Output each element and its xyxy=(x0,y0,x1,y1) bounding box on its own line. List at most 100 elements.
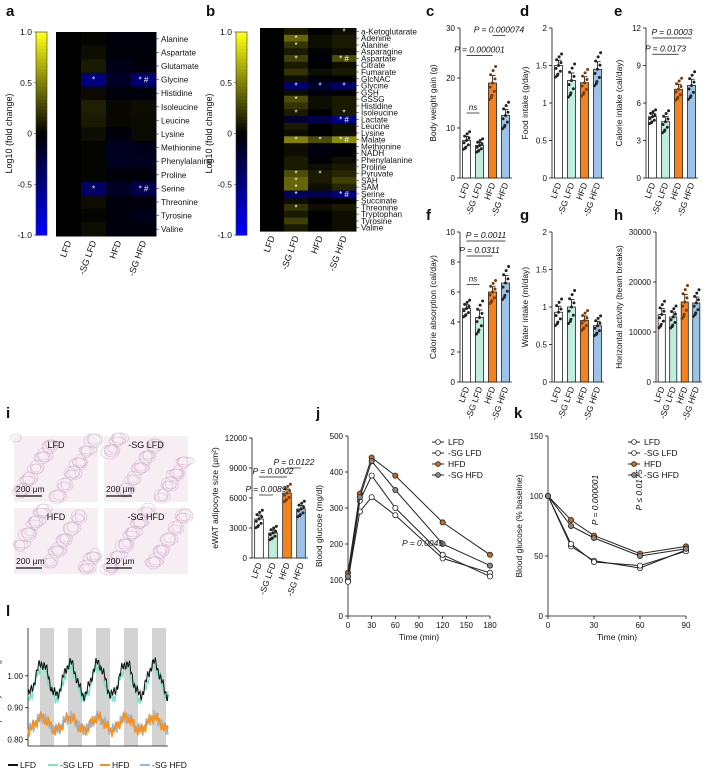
heatmap-cell xyxy=(332,88,357,97)
heatmap-cell xyxy=(308,190,333,198)
colorbar-step xyxy=(36,214,47,219)
heatmap-cell xyxy=(131,168,157,183)
data-point xyxy=(555,74,559,78)
heatmap-row-label: Aspartate xyxy=(361,54,396,63)
significance-label: ns xyxy=(469,275,477,284)
adipocyte-outline xyxy=(25,519,43,529)
series-point xyxy=(591,535,598,542)
y-tick-label: 0 xyxy=(451,378,456,387)
heatmap-cell xyxy=(308,149,333,158)
data-point xyxy=(661,319,665,323)
heatmap-cell xyxy=(308,116,333,124)
data-point xyxy=(257,517,261,521)
heatmap-col-label: -SG LFD xyxy=(77,239,99,276)
significance-label: P = 0.0173 xyxy=(645,43,686,53)
y-tick-label: 8 xyxy=(451,258,456,267)
data-point xyxy=(260,508,264,512)
heatmap-cell xyxy=(260,48,285,56)
y-axis-label: Water intake (ml/day) xyxy=(520,267,530,348)
heatmap-cell xyxy=(56,208,82,223)
data-point xyxy=(478,139,482,143)
adipocyte-outline xyxy=(153,544,167,560)
heatmap-row-label: Succinate xyxy=(361,197,397,206)
adipocyte-outline xyxy=(162,480,174,492)
heatmap-cell xyxy=(81,113,107,128)
data-point xyxy=(502,125,506,129)
heatmap-cell xyxy=(106,127,132,142)
heatmap-cell xyxy=(284,224,309,232)
heatmap-cell xyxy=(284,41,309,49)
colorbar-step xyxy=(36,45,47,50)
heatmap-cell xyxy=(106,195,132,210)
data-point xyxy=(662,299,666,303)
heatmap-cell xyxy=(106,100,132,115)
data-point xyxy=(467,136,471,140)
heatmap-row-label: Glycine xyxy=(361,82,389,91)
data-point xyxy=(662,309,666,313)
y-axis-label: Respiratory exchange ratio xyxy=(0,636,2,738)
heatmap-row-label: GSH xyxy=(361,88,379,97)
adipocyte-outline xyxy=(65,469,77,481)
data-point xyxy=(685,284,689,287)
colorbar-step xyxy=(36,160,47,165)
data-point xyxy=(302,499,306,503)
heatmap-cell xyxy=(284,116,309,124)
heatmap-cell xyxy=(308,129,333,137)
colorbar-step xyxy=(36,106,47,111)
colorbar-step xyxy=(36,150,47,155)
histology-label: LFD xyxy=(47,440,65,450)
heatmap-cell xyxy=(81,222,107,237)
data-point xyxy=(651,110,655,114)
data-point xyxy=(478,316,481,319)
heatmap-cell xyxy=(260,224,285,232)
data-point xyxy=(501,117,505,121)
series-point xyxy=(683,545,690,552)
heatmap-row-label: Phenylalanine xyxy=(161,157,213,166)
heatmap-col-label: HFD xyxy=(309,234,325,255)
adipocyte-outline xyxy=(165,468,185,482)
heatmap-cell xyxy=(260,183,285,191)
heatmap-cell xyxy=(284,204,309,212)
colorbar-step xyxy=(236,191,247,195)
data-point xyxy=(560,52,564,56)
colorbar-step xyxy=(36,96,47,101)
significance-mark: * xyxy=(342,27,345,36)
heatmap-cell xyxy=(106,181,132,196)
data-point xyxy=(557,64,560,67)
heatmap-cell xyxy=(56,72,82,87)
panel-label-j: j xyxy=(315,405,320,422)
data-point xyxy=(580,321,584,325)
heatmap-row-label: Valine xyxy=(161,225,184,234)
data-point xyxy=(671,315,675,319)
heatmap-cell xyxy=(308,88,333,97)
significance-mark: * xyxy=(294,136,297,145)
data-point xyxy=(583,319,586,322)
panel-label-h: h xyxy=(614,207,623,224)
colorbar-step xyxy=(36,218,47,223)
series-point xyxy=(368,472,375,479)
colorbar-step xyxy=(236,228,247,233)
colorbar-step xyxy=(36,52,47,57)
data-point xyxy=(301,511,305,515)
colorbar-tick-label: -0.5 xyxy=(217,179,232,189)
data-point xyxy=(504,269,508,273)
data-point xyxy=(494,65,498,68)
significance-mark: * xyxy=(318,82,321,91)
adipocyte-outline xyxy=(131,462,147,476)
adipocyte-outline xyxy=(176,512,188,524)
data-point xyxy=(298,514,302,518)
x-tick-label: 0 xyxy=(546,621,551,630)
data-point xyxy=(694,301,698,305)
data-point xyxy=(690,84,693,87)
data-point xyxy=(580,84,584,88)
heatmap-cell xyxy=(332,55,357,63)
data-point xyxy=(558,69,562,73)
colorbar-tick-label: -1.0 xyxy=(217,230,232,240)
legend-label: HFD xyxy=(644,459,661,469)
data-point xyxy=(505,120,509,124)
significance-mark: * xyxy=(92,76,95,85)
significance-label: P = 0.0002 xyxy=(252,466,293,476)
series-point xyxy=(344,573,351,580)
